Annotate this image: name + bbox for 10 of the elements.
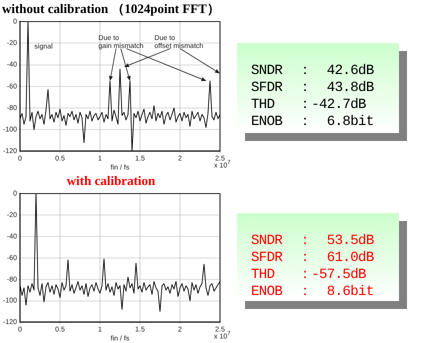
- chart-title: without calibration （1024point FFT）: [2, 1, 220, 16]
- text: SNDR ： 42.6dB: [251, 63, 375, 80]
- text: SNDR ： 53.5dB: [251, 233, 375, 250]
- chart-title: with calibration: [66, 173, 156, 188]
- text: SFDR ： 43.8dB: [251, 80, 375, 97]
- text: THD ：-57.5dB: [251, 267, 367, 284]
- text: ENOB ： 6.8bit: [251, 114, 375, 131]
- text: SFDR ： 61.0dB: [251, 250, 375, 267]
- text: THD ：-42.7dB: [251, 97, 367, 114]
- text: ENOB ： 8.6bit: [251, 284, 375, 301]
